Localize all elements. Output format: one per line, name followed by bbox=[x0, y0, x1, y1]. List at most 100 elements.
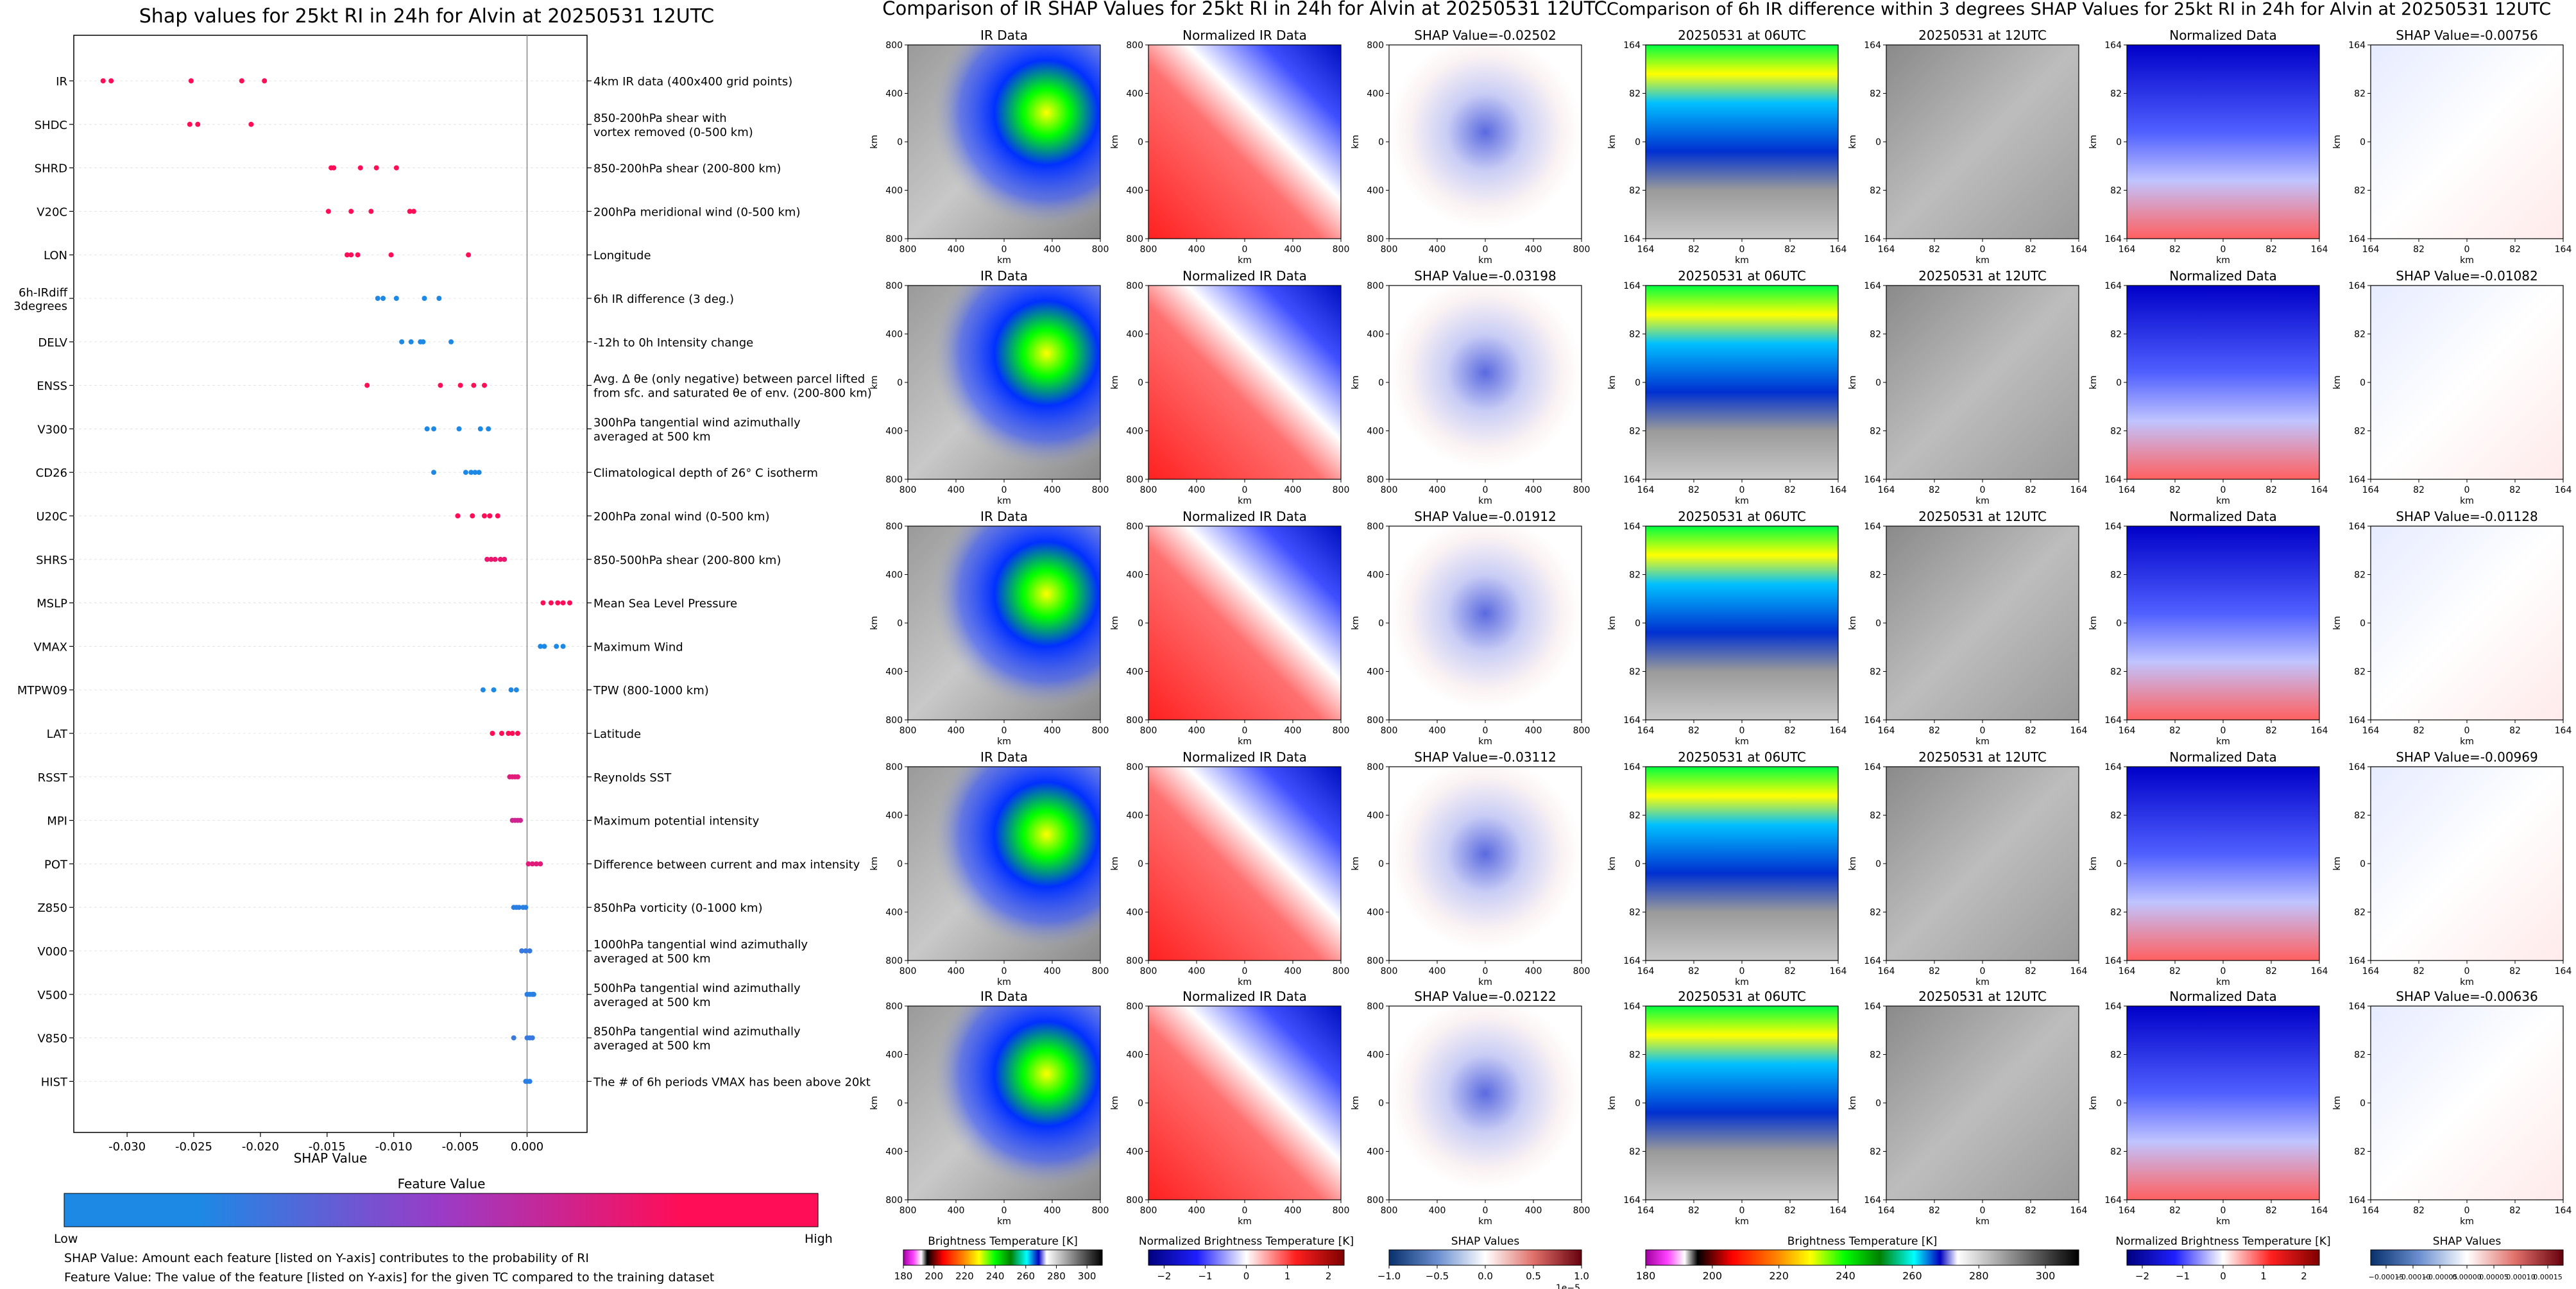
panel-title: SHAP Value=-0.01082 bbox=[2396, 268, 2538, 284]
panel-y-tick-label: 800 bbox=[885, 40, 903, 51]
panel-y-tick-label: 800 bbox=[1367, 715, 1384, 726]
shap-point bbox=[523, 948, 529, 953]
panel-x-tick-label: 82 bbox=[1688, 244, 1700, 255]
shap-point bbox=[502, 556, 508, 562]
panel-y-tick-label: 164 bbox=[2104, 522, 2122, 532]
panel-y-tick-label: 400 bbox=[1126, 1050, 1143, 1061]
feature-description: Maximum Wind bbox=[593, 640, 683, 654]
panel-x-tick-label: 400 bbox=[948, 966, 965, 977]
panel-x-tick-label: 164 bbox=[1830, 1206, 1847, 1216]
panel-title: SHAP Value=-0.00756 bbox=[2396, 28, 2538, 43]
panel-x-tick-label: 400 bbox=[1429, 726, 1446, 736]
panel-y-tick-label: 0 bbox=[1875, 619, 1881, 629]
shap-point bbox=[357, 165, 363, 171]
panel-x-tick-label: 400 bbox=[1284, 966, 1302, 977]
panel-x-tick-label: 800 bbox=[1333, 966, 1350, 977]
panel-y-axis-label: km bbox=[2332, 616, 2342, 630]
panel-x-tick-label: 0 bbox=[1739, 1206, 1745, 1216]
panel-y-axis-label: km bbox=[1351, 1096, 1361, 1110]
panel-image-layer bbox=[1148, 1006, 1341, 1200]
panel-image-layer bbox=[2127, 767, 2319, 960]
shap-point bbox=[486, 426, 491, 432]
panel-y-tick-label: 800 bbox=[1126, 956, 1143, 966]
panel-y-axis-label: km bbox=[869, 135, 880, 149]
panel-y-tick-label: 400 bbox=[1367, 908, 1384, 918]
panel-title: 20250531 at 12UTC bbox=[1918, 989, 2047, 1004]
panel-y-tick-label: 82 bbox=[1870, 427, 1881, 437]
panel-image-layer bbox=[1886, 767, 2079, 960]
image-panel: Normalized Data1641648282008282164164kmk… bbox=[2088, 989, 2328, 1227]
panel-x-tick-label: 400 bbox=[1284, 1206, 1302, 1216]
shap-point bbox=[456, 426, 462, 432]
colorbar: Brightness Temperature [K] 180 200 220 240 26… bbox=[894, 1235, 1103, 1282]
panel-y-axis-label: km bbox=[1351, 616, 1361, 630]
panel-x-tick-label: 82 bbox=[1688, 726, 1700, 736]
panel-y-axis-label: km bbox=[1351, 135, 1361, 149]
shap-point bbox=[344, 252, 350, 258]
colorbar-tick-label: 220 bbox=[1769, 1270, 1789, 1282]
shap-point bbox=[484, 556, 490, 562]
shap-point bbox=[515, 774, 520, 780]
panel-x-axis-label: km bbox=[1735, 977, 1749, 987]
panel-x-tick-label: 0 bbox=[1980, 244, 1986, 255]
panel-x-axis-label: km bbox=[997, 496, 1011, 506]
panel-x-tick-label: 400 bbox=[1044, 244, 1061, 255]
shap-point bbox=[527, 1079, 533, 1084]
panel-image-layer bbox=[1148, 767, 1341, 960]
panel-x-tick-label: 82 bbox=[2413, 485, 2425, 495]
panel-x-tick-label: 0 bbox=[2221, 966, 2226, 977]
shap-point bbox=[476, 470, 482, 475]
panel-y-tick-label: 82 bbox=[2354, 427, 2366, 437]
panel-y-tick-label: 82 bbox=[2354, 1147, 2366, 1157]
colorbar-gradient bbox=[1388, 1249, 1582, 1266]
panel-x-axis-label: km bbox=[997, 977, 1011, 987]
colorbar-tick-label: 260 bbox=[1016, 1270, 1035, 1282]
panel-y-tick-label: 0 bbox=[2116, 137, 2122, 148]
panel-y-tick-label: 82 bbox=[2110, 427, 2122, 437]
x-tick-label: -0.020 bbox=[242, 1140, 279, 1154]
panel-x-tick-label: 164 bbox=[1878, 726, 1895, 736]
feature-description: 500hPa tangential wind azimuthally averag… bbox=[593, 982, 801, 1009]
panel-x-axis-label: km bbox=[1238, 1216, 1252, 1227]
panel-y-tick-label: 0 bbox=[1635, 859, 1641, 869]
panel-x-tick-label: 800 bbox=[900, 726, 917, 736]
image-panel: Normalized IR Data8008004004000040040080… bbox=[1110, 749, 1349, 987]
panel-y-tick-label: 164 bbox=[1864, 1195, 1881, 1206]
panel-image-layer bbox=[2127, 45, 2319, 239]
panel-x-tick-label: 164 bbox=[2119, 485, 2136, 495]
colorbar-gradient bbox=[1645, 1249, 2079, 1266]
shap-point bbox=[472, 470, 478, 475]
panel-y-tick-label: 82 bbox=[2354, 667, 2366, 678]
image-panel: SHAP Value=-0.02502800800400400004004008… bbox=[1351, 28, 1590, 266]
panel-x-tick-label: 0 bbox=[1002, 966, 1007, 977]
panel-y-tick-label: 164 bbox=[2348, 40, 2366, 51]
ir-shap-title: Comparison of IR SHAP Values for 25kt RI… bbox=[882, 0, 1607, 19]
panel-x-tick-label: 0 bbox=[1483, 966, 1488, 977]
panel-y-axis-label: km bbox=[2088, 857, 2099, 871]
panel-x-tick-label: 800 bbox=[1381, 244, 1398, 255]
shap-point bbox=[408, 339, 414, 345]
shap-points bbox=[100, 78, 572, 1084]
panel-image-layer bbox=[1389, 526, 1582, 720]
panel-y-tick-label: 164 bbox=[1623, 1195, 1641, 1206]
panel-y-tick-label: 800 bbox=[1367, 522, 1384, 532]
panel-x-tick-label: 82 bbox=[2509, 485, 2521, 495]
panel-y-tick-label: 400 bbox=[1367, 186, 1384, 196]
panel-x-tick-label: 400 bbox=[1044, 966, 1061, 977]
feature-code: MPI bbox=[47, 815, 67, 828]
image-panel: 20250531 at 06UTC1641648282008282164164k… bbox=[1607, 268, 1847, 506]
panel-x-tick-label: 0 bbox=[1242, 966, 1248, 977]
panel-y-axis-label: km bbox=[1110, 375, 1120, 389]
shap-point bbox=[497, 556, 503, 562]
irdiff-panel-grid: 20250531 at 06UTC1641648282008282164164k… bbox=[1607, 28, 2572, 1227]
panel-x-tick-label: 82 bbox=[1784, 485, 1796, 495]
panel-y-tick-label: 82 bbox=[2110, 908, 2122, 918]
panel-x-tick-label: 0 bbox=[2464, 1206, 2470, 1216]
panel-x-tick-label: 0 bbox=[1483, 1206, 1488, 1216]
panel-x-tick-label: 0 bbox=[1002, 485, 1007, 495]
panel-x-tick-label: 400 bbox=[948, 1206, 965, 1216]
panel-y-tick-label: 800 bbox=[885, 715, 903, 726]
panel-y-tick-label: 400 bbox=[885, 1050, 903, 1061]
panel-image-layer bbox=[1389, 286, 1582, 479]
panel-image-layer bbox=[1646, 286, 1838, 479]
